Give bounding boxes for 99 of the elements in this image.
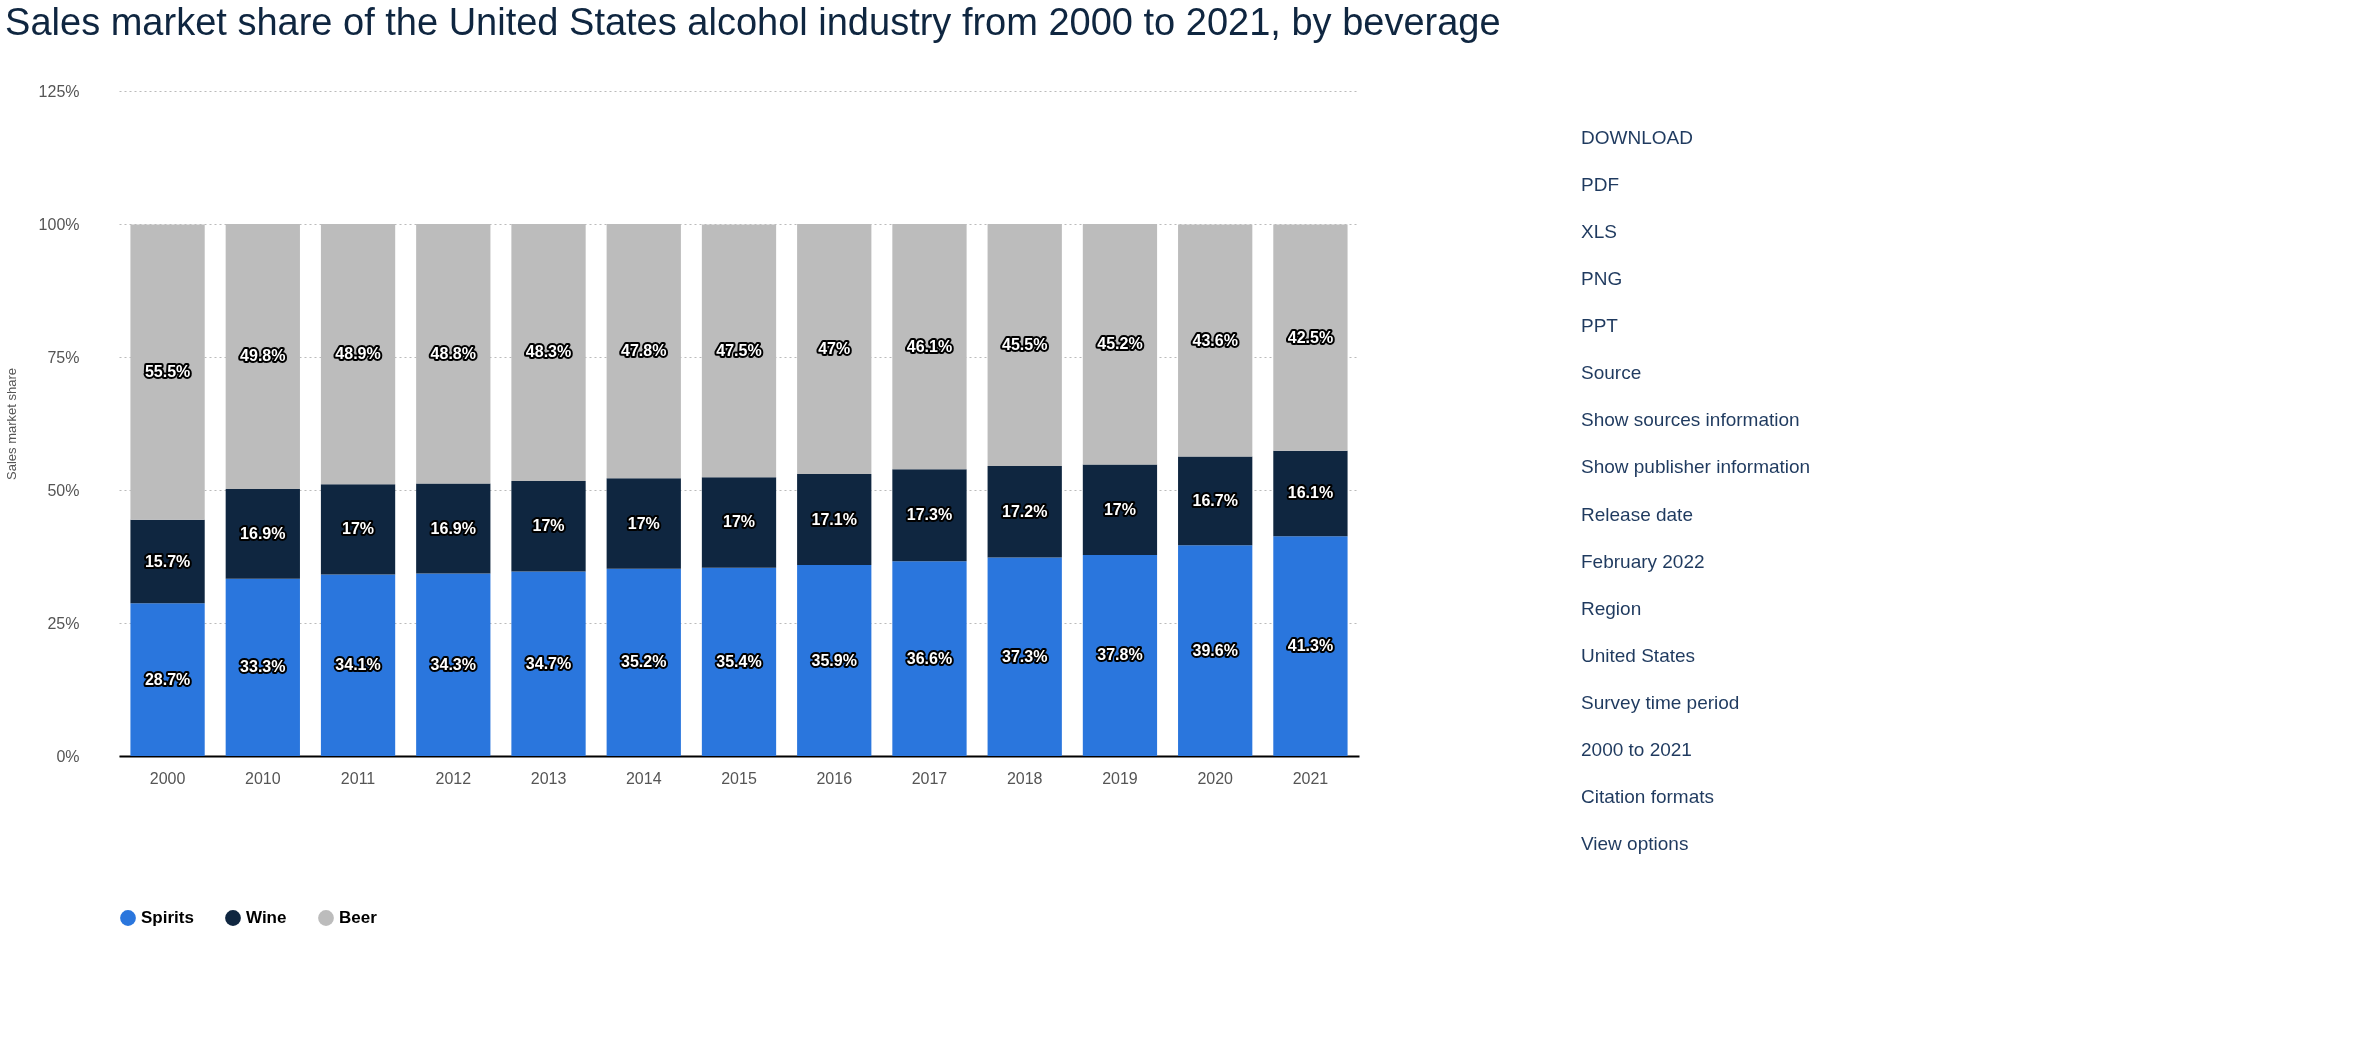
x-tick-label: 2019 (1102, 769, 1138, 787)
x-tick-label: 2017 (911, 769, 948, 787)
data-label: 42.5% (1287, 328, 1334, 346)
data-label: 17.1% (811, 510, 857, 528)
bar (511, 571, 586, 756)
bar (892, 469, 967, 562)
x-tick-label: 2018 (1006, 769, 1043, 787)
bar (987, 466, 1062, 558)
data-label: 47.5% (716, 341, 762, 359)
data-label: 17% (342, 520, 375, 538)
data-label: 39.6% (1192, 641, 1238, 659)
data-label: 34.1% (335, 656, 381, 674)
data-label: 46.1% (906, 337, 953, 355)
data-label: 17% (627, 514, 660, 532)
bar (1082, 554, 1158, 756)
data-label: 55.5% (144, 363, 191, 381)
data-label: 17% (1103, 500, 1136, 518)
data-label: 49.8% (240, 347, 286, 365)
text: DOWNLOAD (1581, 127, 1693, 149)
data-label: 16.9% (240, 524, 286, 542)
data-label: 17% (532, 517, 565, 535)
bar (701, 477, 777, 568)
data-label: 36.6% (906, 649, 953, 667)
legend-label: Wine (246, 908, 287, 927)
x-tick-label: 2016 (816, 769, 853, 787)
text: United States (1581, 644, 1696, 666)
data-label: 35.9% (811, 651, 857, 669)
text: February 2022 (1581, 550, 1705, 572)
text: 2000 to 2021 (1581, 738, 1692, 760)
x-tick-label: 2015 (721, 769, 757, 787)
bar (701, 567, 777, 756)
data-label: 47.8% (621, 342, 667, 360)
data-label: 28.7% (144, 670, 191, 688)
data-label: 37.8% (1097, 646, 1143, 664)
legend-label: Spirits (141, 908, 194, 927)
bar (797, 565, 872, 756)
legend-label: Beer (339, 908, 378, 927)
data-label: 47% (818, 340, 851, 358)
y-tick-label: 50% (47, 481, 80, 499)
bar (416, 573, 491, 756)
x-tick-label: 2011 (340, 769, 376, 787)
data-label: 16.9% (430, 519, 476, 537)
data-label: 16.7% (1192, 491, 1238, 509)
data-label: 48.8% (430, 344, 476, 362)
y-tick-label: 0% (56, 747, 80, 765)
text: View options (1581, 832, 1689, 854)
x-tick-label: 2010 (245, 769, 281, 787)
data-label: 45.2% (1097, 335, 1143, 353)
bar (511, 480, 586, 572)
data-label: 35.4% (716, 652, 762, 670)
text: Show publisher information (1581, 456, 1811, 478)
data-label: 37.3% (1002, 647, 1048, 665)
data-label: 34.7% (525, 654, 572, 672)
bar (606, 478, 681, 569)
text: Release date (1581, 503, 1693, 525)
bar (1178, 545, 1253, 756)
y-tick-label: 125% (38, 82, 80, 100)
data-label: 34.3% (430, 655, 476, 673)
x-tick-label: 2013 (530, 769, 567, 787)
y-tick-label: 100% (38, 215, 80, 233)
data-label: 17.2% (1002, 502, 1048, 520)
bar (320, 484, 396, 575)
x-tick-label: 2021 (1292, 769, 1329, 787)
bar (1082, 464, 1158, 555)
text: Source (1581, 362, 1642, 384)
x-tick-label: 2000 (149, 769, 186, 787)
bar (130, 603, 205, 756)
bar (320, 574, 396, 756)
text: PDF (1581, 174, 1619, 196)
text: PNG (1581, 268, 1623, 290)
x-tick-label: 2020 (1197, 769, 1234, 787)
data-label: 15.7% (144, 552, 191, 570)
data-label: 45.5% (1002, 336, 1048, 354)
data-label: 48.9% (335, 345, 381, 363)
x-tick-label: 2014 (625, 769, 662, 787)
data-label: 48.3% (525, 343, 572, 361)
bar (606, 568, 681, 756)
text: Survey time period (1581, 691, 1740, 713)
bar (892, 561, 967, 756)
text: PPT (1581, 315, 1619, 337)
chart-title: Sales market share of the United States alcohol industry from 2000 to 2021, by beverage (5, 1, 1501, 43)
text: Citation formats (1581, 785, 1715, 807)
data-label: 17% (722, 513, 756, 531)
bar (987, 557, 1062, 756)
text: Region (1581, 597, 1642, 619)
data-label: 35.2% (621, 653, 667, 671)
data-label: 17.3% (906, 506, 953, 524)
data-label: 43.6% (1192, 331, 1238, 349)
text: XLS (1581, 221, 1617, 243)
data-label: 16.1% (1287, 484, 1334, 502)
x-tick-label: 2012 (435, 769, 472, 787)
bar (1273, 536, 1348, 756)
data-label: 41.3% (1287, 637, 1334, 655)
y-axis-title: Sales market share (3, 368, 19, 480)
bar (225, 578, 300, 756)
data-label: 33.3% (240, 658, 286, 676)
text: Show sources information (1581, 409, 1800, 431)
y-tick-label: 75% (47, 348, 80, 366)
y-tick-label: 25% (47, 614, 80, 632)
